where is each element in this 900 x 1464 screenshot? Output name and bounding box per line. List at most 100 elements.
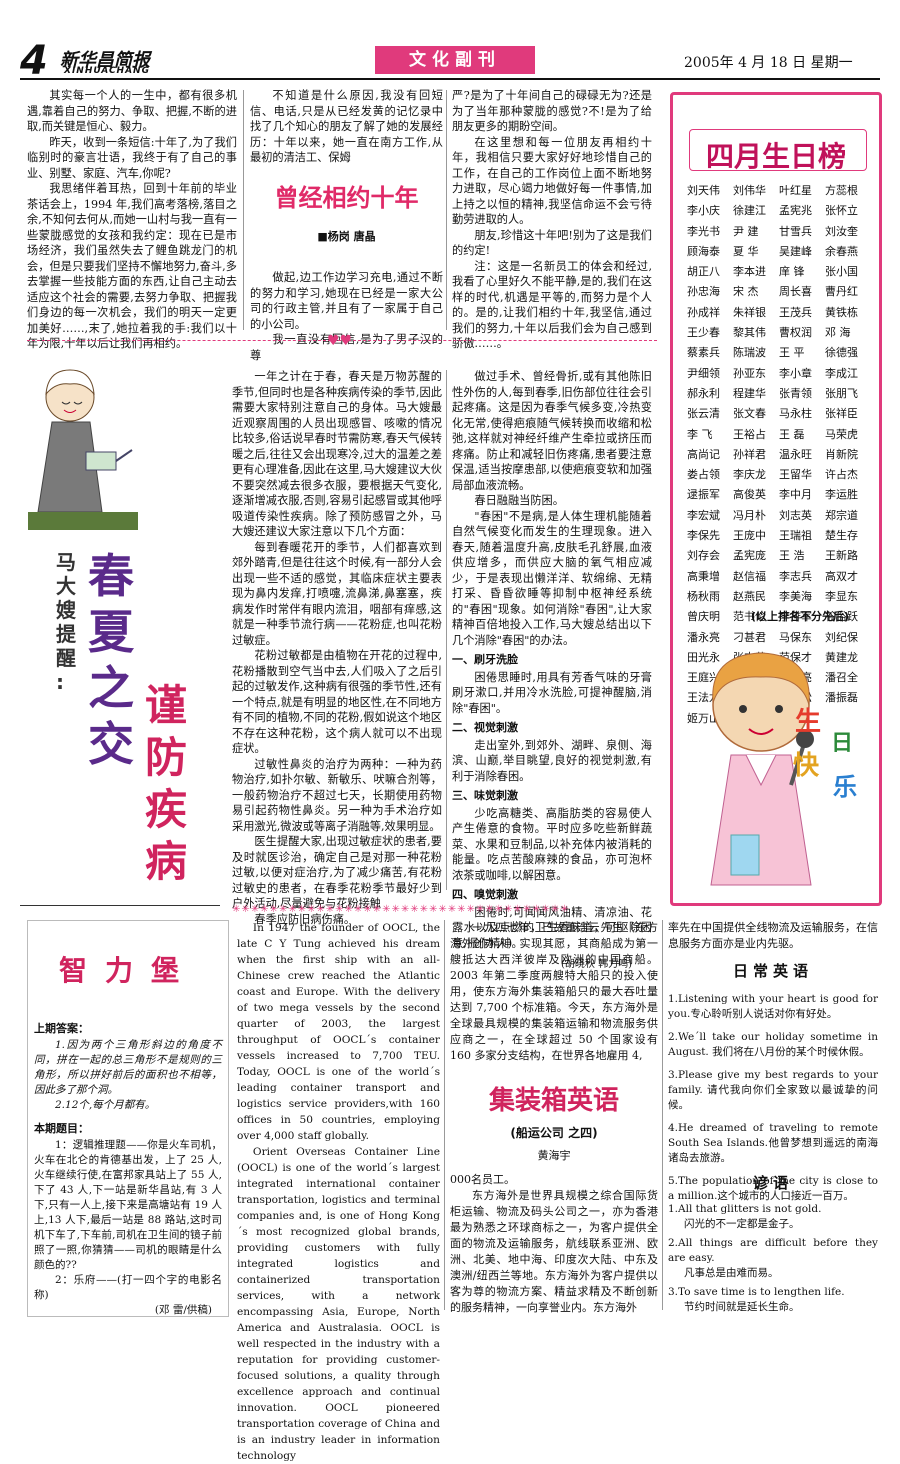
- birthday-name: 邓 海: [825, 326, 851, 340]
- paragraph: 春季应防旧病伤痛。: [254, 912, 356, 926]
- puzzle-box: 智力堡 上期答案： 1.因为两个三角形斜边的角度不同，拼在一起的总三角形不是规则…: [27, 920, 229, 1317]
- english-article-author: 黄海宇: [537, 1149, 571, 1162]
- birthday-name: 张文春: [733, 407, 766, 421]
- birthday-name: 曹丹红: [825, 285, 858, 299]
- title-char: 疾: [145, 785, 188, 834]
- birthday-name: 胡正八: [687, 265, 720, 279]
- birthday-name: 徐德强: [825, 346, 858, 360]
- birthday-name: 余春燕: [825, 244, 858, 258]
- paragraph: 000名员工。: [450, 1173, 515, 1186]
- paragraph: 2.12个,每个月都有。: [55, 1099, 156, 1111]
- birthday-name: 王庞中: [733, 529, 766, 543]
- birthday-name: 李本进: [733, 265, 766, 279]
- paragraph: 困倦思睡时,用具有芳香气味的牙膏刷牙漱口,并用冷水洗脸,可提神醒脑,消除"春困"…: [452, 670, 652, 715]
- title-char: 谨: [145, 681, 188, 730]
- article1-title: 曾经相约十年: [274, 184, 419, 212]
- kicker-char: 提: [56, 622, 76, 646]
- birthday-name: 李小庆: [687, 204, 720, 218]
- proverb-en: 1.All that glitters is not gold.: [668, 1203, 822, 1215]
- birthday-name: 王少春: [687, 326, 720, 340]
- paragraph: 东方海外是世界具规模之综合国际货柜运输、物流及码头公司之一，亦为香港最为熟悉之环…: [450, 1189, 658, 1314]
- paragraph: 严?是为了十年间自己的碌碌无为?还是为了当年那种蒙胧的感觉?不!是为了给朋友更多…: [452, 89, 652, 133]
- subhead: 二、视觉刺激: [452, 721, 518, 734]
- english-article-cn-col-c: 率先在中国提供全线物流及运输服务，在信息服务方面亦是业内先驱。: [668, 920, 878, 952]
- birthday-name: 许占杰: [825, 468, 858, 482]
- paragraph: 我思绪伴着耳热，回到十年前的毕业茶话会上，1994 年,我们高考落榜,落目之余,…: [27, 182, 237, 350]
- english-article-cn-col-b: 000名员工。 东方海外是世界具规模之综合国际货柜运输、物流及码头公司之一，亦为…: [450, 1172, 658, 1316]
- paragraph: 过敏性鼻炎的治疗为两种：一种为药物治疗,如扑尔敏、新敏乐、吠嘛合剂等，一般药物治…: [232, 757, 442, 833]
- birthday-name: 尹细领: [687, 366, 720, 380]
- birthday-name: 李运胜: [825, 488, 858, 502]
- birthday-name: 顾海泰: [687, 244, 720, 258]
- header-rule: [20, 78, 880, 80]
- birthday-name: 高尚记: [687, 447, 720, 461]
- issue-date: 2005年 4 月 18 日 星期一: [684, 55, 853, 71]
- article2-kicker: 马 大 嫂 提 醒 :: [56, 550, 78, 694]
- kicker-char: 大: [56, 574, 76, 598]
- birthday-name: 李 飞: [687, 427, 713, 441]
- puzzle-content: 上期答案： 1.因为两个三角形斜边的角度不同，拼在一起的总三角形不是规则的三角形…: [34, 1017, 222, 1318]
- birthday-title: 四月生日榜: [705, 140, 846, 173]
- birthday-name: 刘天伟: [687, 184, 720, 197]
- column-divider: [444, 920, 445, 1310]
- birthday-name: 马荣虎: [825, 427, 858, 441]
- birthday-name: 逯振军: [687, 488, 720, 502]
- birthday-name: 宋 杰: [733, 285, 759, 299]
- birthday-name: 赵信福: [733, 569, 766, 583]
- birthday-name: 高俊英: [733, 488, 766, 502]
- list-item: 2.We´ll take our holiday sometime in Aug…: [668, 1031, 878, 1058]
- birthday-name: 孙亚东: [733, 366, 766, 380]
- paragraph: In 1947 the founder of OOCL, the late C …: [237, 922, 440, 1142]
- title-char: 防: [145, 733, 188, 782]
- paragraph: 做过手术、曾经骨折,或有其他陈旧性外伤的人,每到春季,旧伤部位往往会引起疼痛。这…: [452, 370, 652, 492]
- birthday-name: 李光书: [687, 224, 720, 238]
- birthday-name: 赵燕民: [733, 589, 766, 603]
- birthday-name: 尹 建: [733, 224, 759, 238]
- birthday-box: 四月生日榜 刘天伟 刘伟华 叶红星 方蕊根 李小庆 徐建江 孟宪兆 张怀立 李光书尹 建 甘雪兵刘…: [670, 92, 882, 906]
- paragraph: "春困"不是病,是人体生理机能随着自然气候变化而发生的生理现象。进入春天,随着温…: [452, 509, 652, 647]
- birthday-name: 王裕占: [733, 427, 766, 441]
- birthday-name: 潘振磊: [825, 691, 858, 705]
- list-item: 4.He dreamed of traveling to remote Sout…: [668, 1122, 878, 1164]
- proverb-cn: 节约时间就是延长生命。: [684, 1301, 800, 1313]
- birthday-name: 王 浩: [779, 549, 805, 563]
- column-divider: [446, 90, 447, 330]
- birthday-name: 徐建江: [733, 204, 766, 218]
- wish-char: 生: [795, 707, 822, 737]
- birthday-name: 马永柱: [779, 407, 812, 421]
- list-item: 3.Please give my best regards to your fa…: [668, 1069, 878, 1111]
- paragraph: 做起,边工作边学习充电,通过不断的努力和学习,她现在已经是一家大公司的行政主管,…: [250, 271, 443, 331]
- proverb-cn: 凡事总是由难而易。: [684, 1267, 779, 1279]
- paragraph: 春日融融当防困。: [474, 494, 564, 507]
- birthday-name: 马保东: [779, 630, 812, 644]
- birthday-name: 朱祥银: [733, 305, 766, 319]
- section-rule: [20, 905, 220, 906]
- birthday-name: 曾庆明: [687, 610, 720, 624]
- paragraph: 我一直没有回信,是为了男子汉的尊: [250, 333, 443, 362]
- birthday-name: 杨秋雨: [687, 589, 720, 603]
- english-article-col: In 1947 the founder of OOCL, the late C …: [237, 920, 440, 1464]
- birthday-name: 李志兵: [779, 569, 812, 583]
- birthday-name: 孟宪兆: [779, 204, 812, 218]
- birthday-name: 吴建峰: [779, 244, 812, 258]
- paragraph: 昨天，收到一条短信:十年了,为了我们临别时的豪言壮语，我终于有了自己的事业、别墅…: [27, 135, 237, 180]
- paragraph: 率先在中国提供全线物流及运输服务，在信息服务方面亦是业内先驱。: [668, 921, 878, 950]
- birthday-name: 孟宪庞: [733, 549, 766, 563]
- birthday-name: 黄建龙: [825, 650, 858, 664]
- birthday-name: 王 平: [779, 346, 805, 360]
- proverb-en: 2.All things are difficult before they a…: [668, 1237, 878, 1264]
- birthday-name: 温永旺: [779, 447, 812, 461]
- birthday-name: 范书伦: [733, 610, 766, 624]
- birthday-note: (以上排名不分先后): [751, 610, 850, 623]
- column-divider: [662, 920, 663, 1310]
- article2-author: (胡晓秋 韩力鸣): [561, 959, 632, 970]
- wish-char: 快: [793, 751, 820, 781]
- paragraph: Orient Overseas Container Line (OOCL) is…: [237, 1146, 440, 1462]
- birthday-name: 张青领: [779, 386, 812, 400]
- birthday-name-grid: 刘天伟 刘伟华 叶红星 方蕊根 李小庆 徐建江 孟宪兆 张怀立 李光书尹 建 甘雪兵 刘汝奎 顾海泰夏…: [687, 181, 871, 729]
- birthday-name: 李排军: [779, 610, 812, 624]
- paragraph: 一九四七年，已故董浩云先生（东方海外创办人）实现其愿，其商船成为第一艘抵达大西洋…: [450, 921, 658, 1062]
- paragraph: 朋友,珍惜这十年吧!别为了这是我们的约定!: [452, 228, 652, 258]
- subhead: 本期题目：: [34, 1122, 89, 1135]
- column-divider: [243, 90, 244, 330]
